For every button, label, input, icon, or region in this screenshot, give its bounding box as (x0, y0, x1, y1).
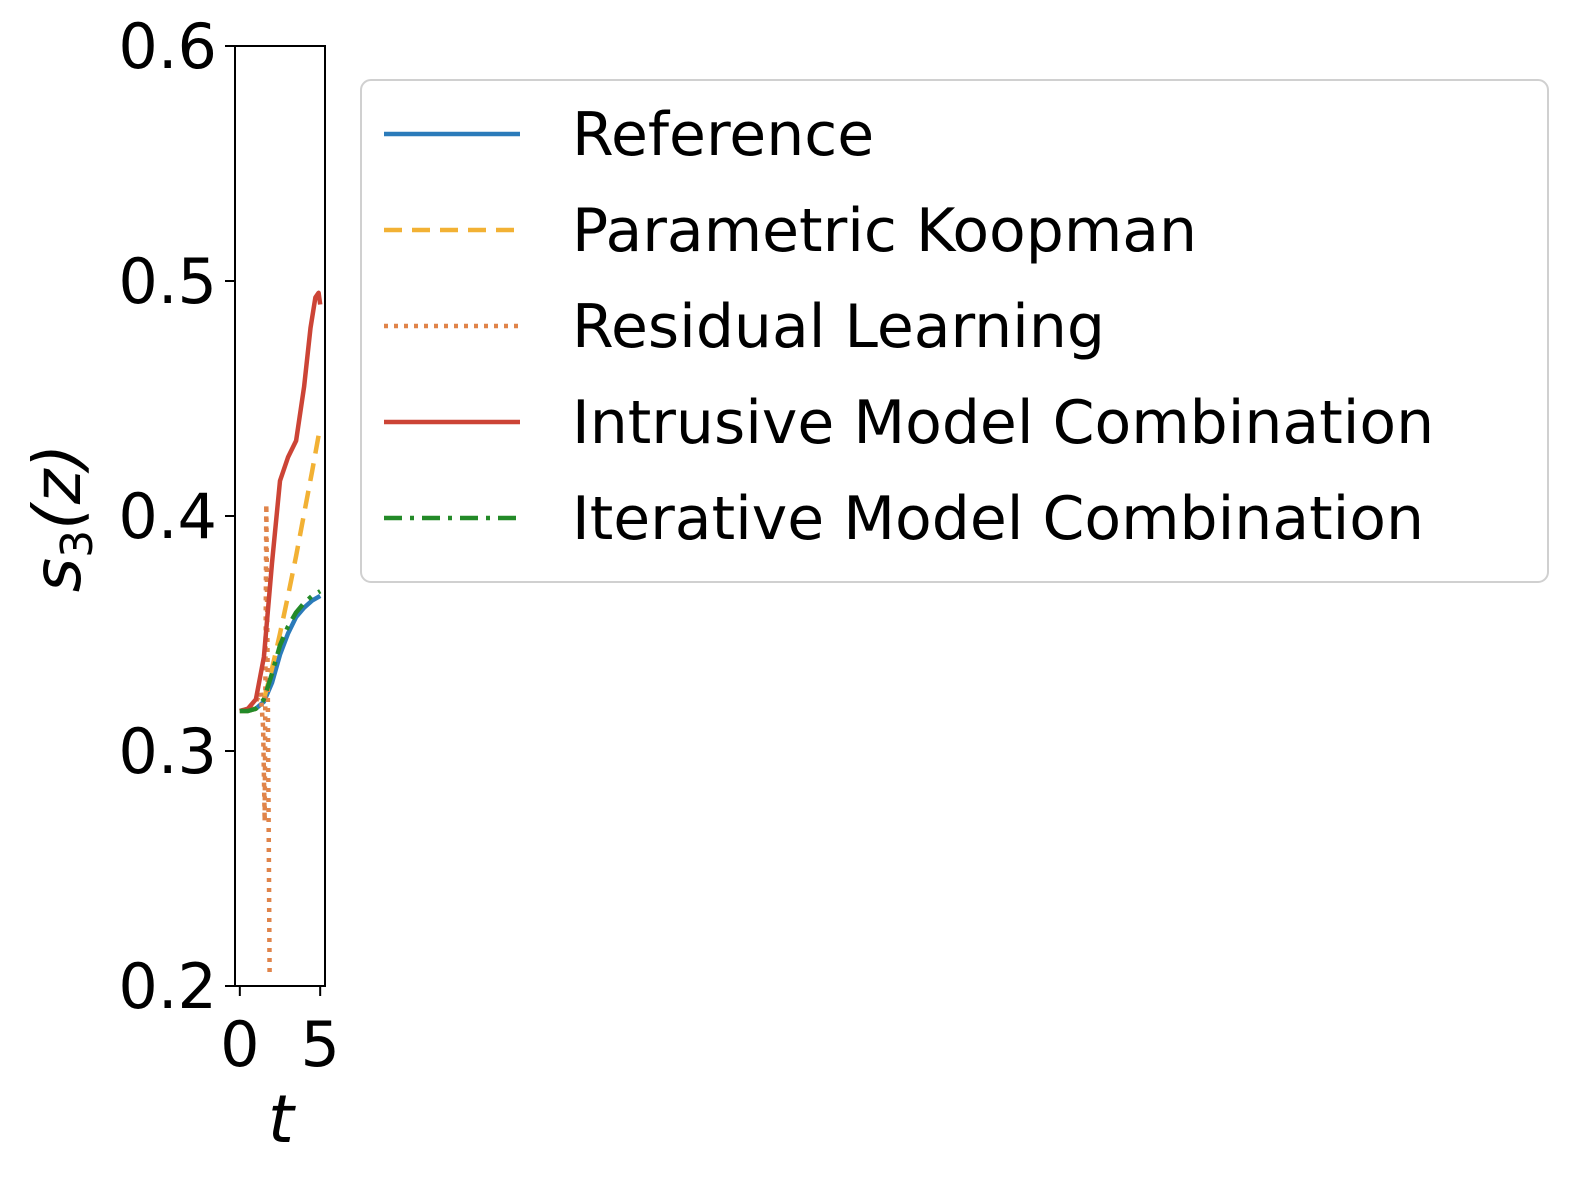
x-axis-label: t (268, 1081, 296, 1158)
y-axis-label: s3(z) (19, 444, 103, 593)
legend-label-iterative-model-combination: Iterative Model Combination (572, 484, 1424, 554)
x-tick-label: 0 (220, 1008, 259, 1081)
series-line-parametric-koopman (239, 426, 323, 714)
x-tick-label: 5 (300, 1008, 339, 1081)
legend-label-parametric-koopman: Parametric Koopman (572, 196, 1197, 266)
series-lines (239, 290, 323, 975)
series-line-intrusive-model-combination (239, 290, 323, 714)
y-tick-label: 0.3 (118, 715, 217, 788)
y-tick-label: 0.5 (118, 245, 217, 318)
y-axis-label-argument: (z) (19, 444, 96, 530)
plot-area-frame (234, 45, 326, 987)
y-tick-label: 0.2 (118, 950, 217, 1023)
legend-box (360, 79, 1549, 583)
legend-label-intrusive-model-combination: Intrusive Model Combination (572, 388, 1434, 458)
y-tick-label: 0.6 (118, 10, 217, 83)
y-axis-label-base: s (19, 558, 96, 592)
series-line-residual-learning (239, 501, 272, 975)
y-tick-label: 0.4 (118, 480, 217, 553)
legend: Reference Parametric Koopman Residual Lear… (360, 79, 1549, 583)
y-axis: 0.2 0.3 0.4 0.5 0.6 (118, 10, 235, 1023)
series-line-iterative-model-combination (239, 589, 322, 714)
legend-label-residual-learning: Residual Learning (572, 292, 1105, 362)
legend-label-reference: Reference (572, 100, 874, 170)
y-axis-label-subscript: 3 (52, 530, 103, 558)
